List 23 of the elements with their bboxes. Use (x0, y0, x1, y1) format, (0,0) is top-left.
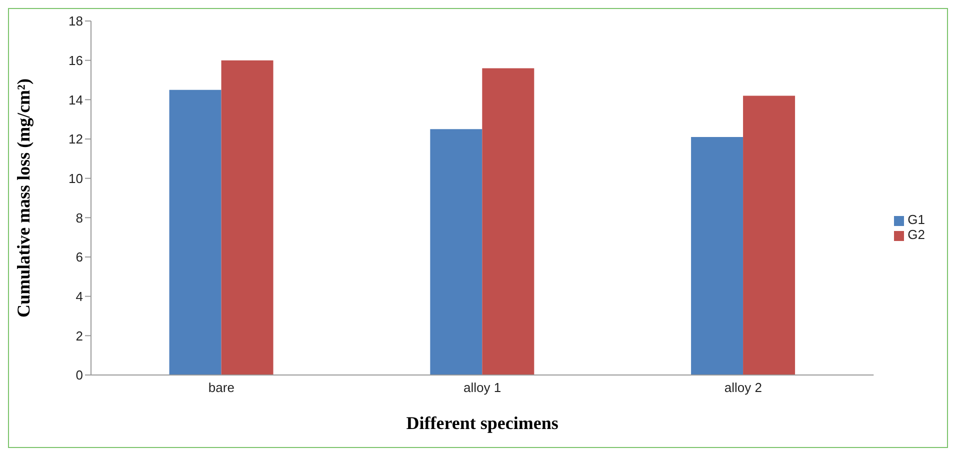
y-tick-label: 16 (68, 52, 83, 68)
bar (430, 129, 482, 375)
bar (169, 90, 222, 375)
y-tick-label: 4 (76, 288, 83, 304)
bar (221, 60, 274, 375)
y-tick-label: 0 (76, 368, 83, 383)
x-tick-label: bare (208, 380, 234, 396)
y-tick-label: 6 (76, 250, 83, 265)
y-tick-label: 2 (76, 328, 83, 344)
bar (482, 68, 534, 375)
y-tick-label: 14 (68, 92, 83, 108)
bar (691, 137, 744, 375)
y-tick-label: 12 (68, 132, 83, 147)
y-tick-label: 10 (68, 170, 83, 186)
x-tick-label: alloy 2 (724, 380, 762, 396)
x-tick-label: alloy 1 (464, 380, 502, 396)
y-tick-label: 8 (76, 210, 83, 226)
x-axis-title: Different specimens (406, 413, 558, 433)
bar (743, 96, 796, 375)
legend-label: G1 (908, 212, 925, 227)
y-tick-label: 18 (68, 14, 83, 29)
y-axis-title: Cumulative mass loss (mg/cm²) (13, 78, 34, 318)
legend-label: G2 (908, 227, 925, 242)
